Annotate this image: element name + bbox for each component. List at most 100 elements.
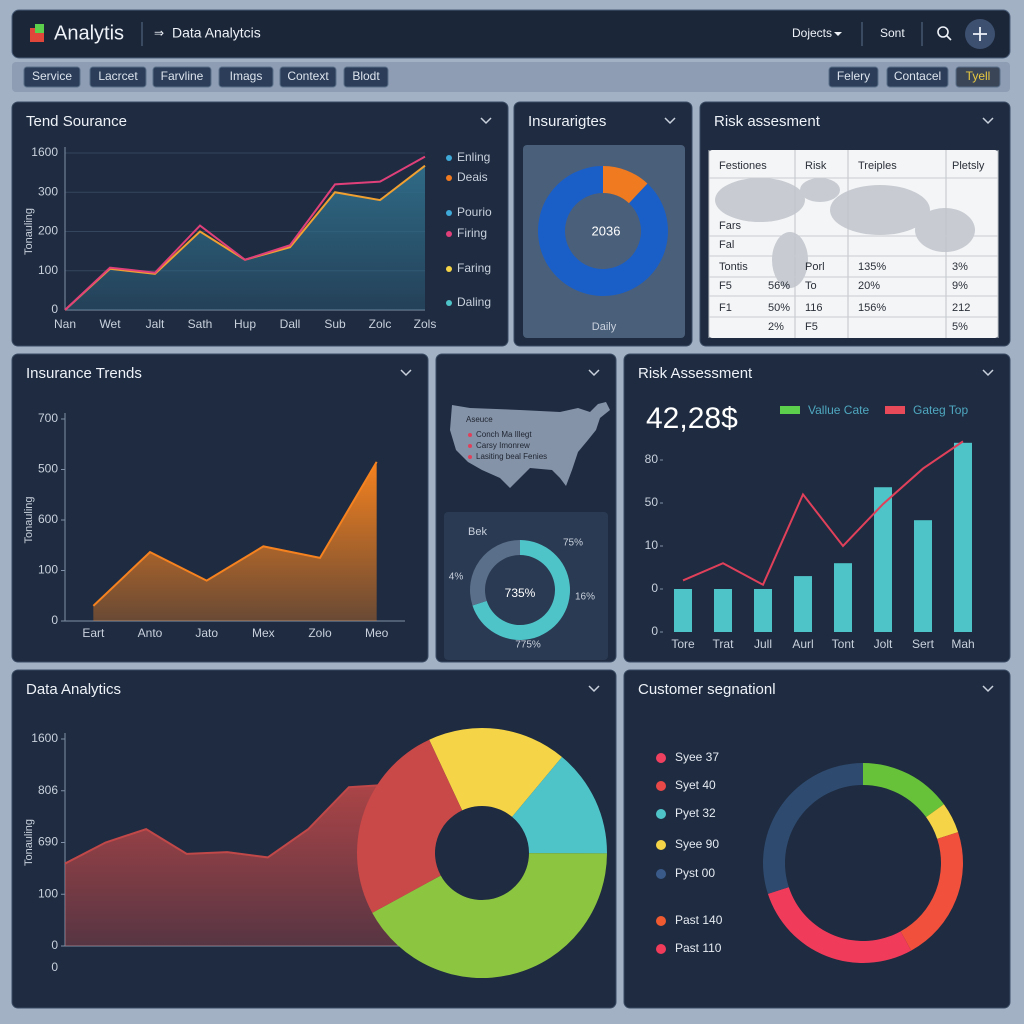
donut-segment: [472, 540, 570, 640]
bar: [794, 576, 812, 632]
table-header: Treiples: [858, 160, 897, 172]
tab[interactable]: [152, 66, 212, 88]
y-tick-label: 600: [38, 512, 58, 526]
us-map: [450, 402, 610, 488]
table-cell: 212: [952, 302, 970, 314]
tab[interactable]: [218, 66, 274, 88]
donut-annotation: 4%: [449, 572, 464, 583]
chevron[interactable]: [982, 369, 994, 377]
legend-dot: [446, 300, 452, 306]
table-header: Festiones: [719, 160, 767, 172]
tab[interactable]: [955, 66, 1001, 88]
map-marker: [468, 433, 472, 437]
donut-segment: [762, 763, 863, 894]
search-icon[interactable]: [937, 26, 949, 38]
legend-dot: [446, 210, 452, 216]
chevron[interactable]: [588, 685, 600, 693]
x-tick-label: Sert: [912, 637, 935, 651]
y-tick-label: 690: [38, 835, 58, 849]
donut-segment: [429, 728, 563, 817]
table-cell: F5: [719, 280, 732, 292]
donut-annotation: 75%: [563, 538, 583, 549]
legend-dot: [656, 753, 666, 763]
map-legend-title: Aseuce: [466, 415, 493, 424]
x-tick-label: Jalt: [146, 317, 165, 331]
x-tick-label: Jolt: [874, 637, 893, 651]
bar: [914, 520, 932, 632]
y-tick-label: 100: [38, 886, 58, 900]
legend-dot: [656, 809, 666, 819]
tab[interactable]: [828, 66, 879, 88]
tab[interactable]: [886, 66, 949, 88]
table-cell: 56%: [768, 280, 790, 292]
y-tick-label: 50: [645, 495, 659, 509]
table-cell: To: [805, 280, 817, 292]
x-tick-label: Meo: [365, 626, 389, 640]
legend-label: Pyet 32: [675, 806, 716, 820]
map-land: [830, 185, 930, 235]
tab-label: Imags: [230, 69, 263, 83]
table-cell: Fars: [719, 220, 742, 232]
tab-label: Lacrcet: [98, 69, 138, 83]
donut-segment: [512, 756, 608, 854]
chevron[interactable]: [664, 117, 676, 125]
y-tick-label: 100: [38, 563, 58, 577]
y-tick-label: 0: [51, 938, 58, 952]
y-tick-label: 700: [38, 411, 58, 425]
chevron[interactable]: [400, 369, 412, 377]
table-cell: 50%: [768, 302, 790, 314]
legend-dot: [446, 175, 452, 181]
tab[interactable]: [23, 66, 81, 88]
breadcrumb[interactable]: Data Analytcis: [172, 25, 261, 41]
legend-label: Vallue Cate: [808, 403, 869, 417]
table-cell: Porl: [805, 261, 825, 273]
table-cell: 2%: [768, 321, 784, 333]
legend-label: Daling: [457, 295, 491, 309]
legend-label: Deais: [457, 170, 488, 184]
table-cell: 116: [805, 302, 823, 314]
donut-segment: [767, 887, 912, 964]
chevron[interactable]: [588, 369, 600, 377]
x-tick-label: Jato: [195, 626, 218, 640]
tab-label: Context: [287, 69, 329, 83]
x-tick-label: Wet: [99, 317, 121, 331]
chevron[interactable]: [982, 685, 994, 693]
legend-dot: [656, 916, 666, 926]
y-tick-label: 0: [51, 613, 58, 627]
legend-label: Syet 40: [675, 778, 716, 792]
map-marker: [468, 455, 472, 459]
legend-dot: [656, 944, 666, 954]
bar: [954, 442, 972, 632]
y-tick-label: 0: [51, 302, 58, 316]
sort[interactable]: Sont: [880, 26, 905, 40]
menu[interactable]: Dojects: [792, 26, 832, 40]
tab[interactable]: [89, 66, 147, 88]
tab[interactable]: [279, 66, 337, 88]
x-tick-label: Tont: [832, 637, 855, 651]
tab-label: Farvline: [161, 69, 204, 83]
y-tick-label: 100: [38, 263, 58, 277]
chevron[interactable]: [480, 117, 492, 125]
legend-swatch: [780, 406, 800, 414]
tab[interactable]: [343, 66, 389, 88]
map-legend-label: Lasiting beal Fenies: [476, 452, 547, 461]
table-cell: 3%: [952, 261, 968, 273]
map-marker: [468, 444, 472, 448]
line: [64, 155, 426, 311]
panel-title: Risk assesment: [714, 113, 821, 130]
search-icon: [946, 35, 952, 41]
y-tick-label: 0: [651, 624, 658, 638]
y-tick-label: 0: [651, 581, 658, 595]
table-header: Risk: [805, 160, 827, 172]
legend-label: Faring: [457, 261, 491, 275]
panel-title: Risk Assessment: [638, 365, 753, 382]
chevron[interactable]: [982, 117, 994, 125]
y-tick-label: 806: [38, 783, 58, 797]
x-tick-label: Zolo: [308, 626, 332, 640]
legend-label: Past 140: [675, 913, 723, 927]
y-axis-label: Tonauling: [23, 496, 35, 543]
table-cell: Tontis: [719, 261, 748, 273]
table-cell: 135%: [858, 261, 886, 273]
legend-label: Pyst 00: [675, 866, 715, 880]
